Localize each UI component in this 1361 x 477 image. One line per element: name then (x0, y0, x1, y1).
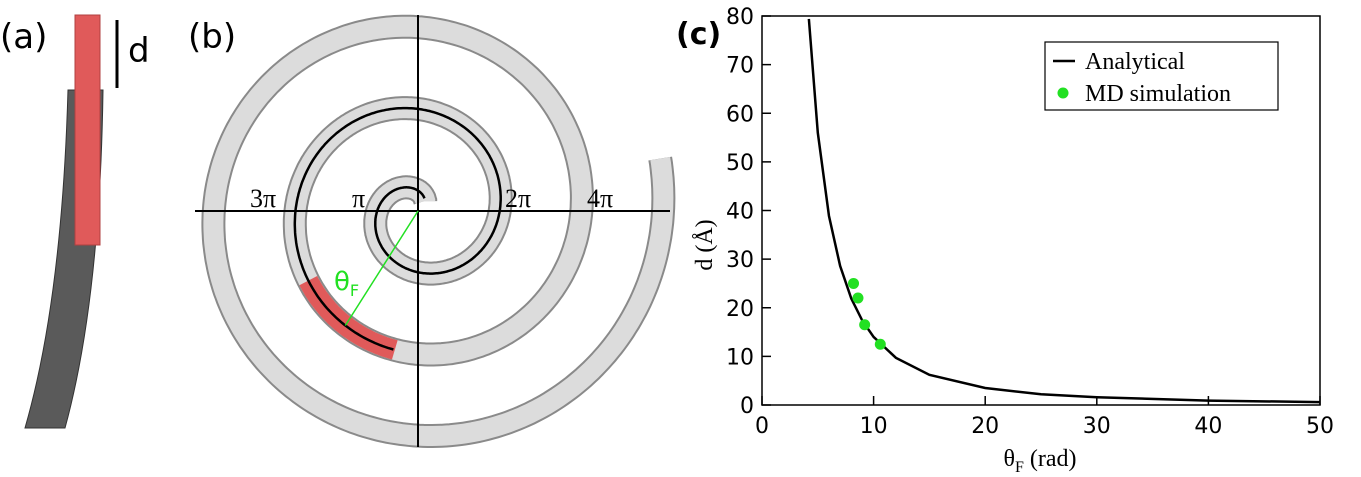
panel-label: (a) (0, 17, 47, 57)
x-axis-subscript: F (1015, 459, 1024, 476)
md-point (848, 277, 860, 289)
x-tick-label: 50 (1306, 414, 1334, 439)
x-tick-label: 20 (971, 414, 999, 439)
y-tick-label: 0 (740, 394, 754, 419)
y-tick-label: 80 (726, 5, 754, 30)
red-segment (74, 14, 101, 246)
length-label: d (128, 31, 150, 71)
legend-swatch (1057, 87, 1069, 99)
panel-a: (a) d (0, 14, 150, 429)
y-axis-label: d (Å) (692, 219, 718, 270)
theta-label: θF (334, 267, 359, 300)
legend-label: Analytical (1085, 49, 1185, 75)
theta-subscript: F (350, 281, 359, 300)
angle-label: 3π (250, 184, 276, 213)
y-tick-label: 10 (726, 345, 754, 370)
x-tick-label: 30 (1083, 414, 1111, 439)
x-axis-unit: (rad) (1030, 446, 1077, 472)
md-point (852, 292, 864, 304)
theta-symbol: θ (334, 267, 350, 297)
angle-label: 4π (587, 184, 613, 213)
y-tick-label: 50 (726, 151, 754, 176)
panel-label: (c) (676, 17, 721, 52)
y-tick-label: 30 (726, 248, 754, 273)
panel-c: (c) 0 10 20 30 40 50 0 10 20 30 40 50 60 70 80 θF (rad) d … (676, 5, 1334, 476)
x-tick-label: 40 (1194, 414, 1222, 439)
legend-box (1044, 41, 1279, 111)
x-tick-label: 10 (860, 414, 888, 439)
plot-frame (761, 15, 1321, 406)
y-tick-label: 60 (726, 102, 754, 127)
y-tick-label: 40 (726, 200, 754, 225)
x-tick-label: 0 (755, 414, 769, 439)
x-axis-symbol: θ (1003, 446, 1015, 472)
md-point (874, 338, 886, 350)
md-point (859, 319, 871, 331)
center-line (293, 106, 502, 351)
x-axis-label: θF (rad) (1003, 446, 1076, 476)
legend-label: MD simulation (1085, 81, 1231, 107)
y-tick-label: 20 (726, 297, 754, 322)
panel-b: (b) 3π π 2π 4π θF (188, 14, 676, 448)
theta-line (344, 210, 419, 326)
angle-label: 2π (505, 184, 531, 213)
panel-label: (b) (188, 17, 236, 57)
y-tick-label: 70 (726, 54, 754, 79)
angle-label: π (352, 184, 365, 213)
